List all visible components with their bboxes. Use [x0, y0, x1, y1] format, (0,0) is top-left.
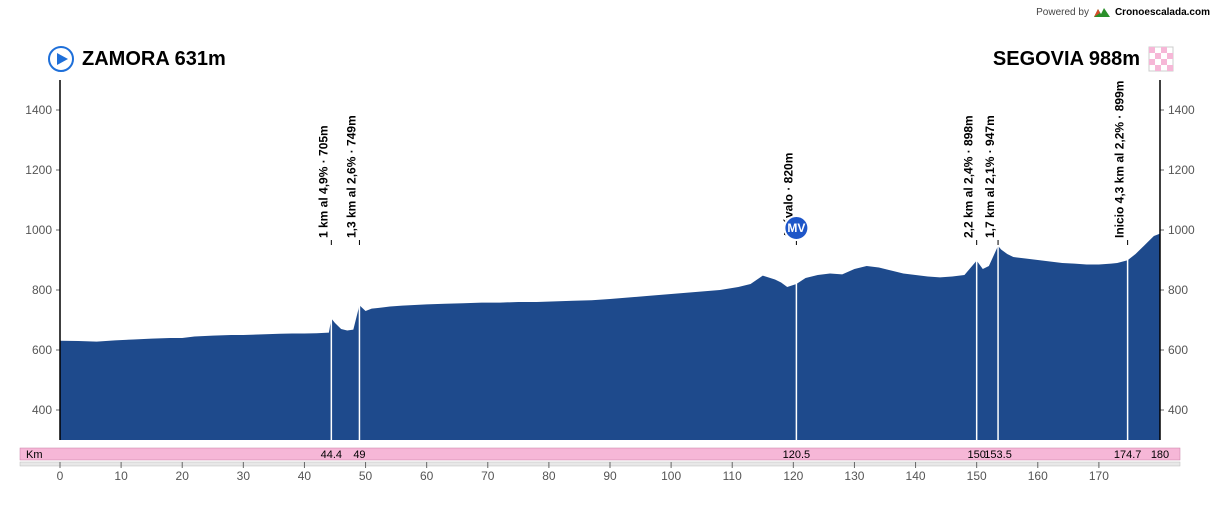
x-tick-label: 0: [57, 469, 64, 483]
svg-text:1000: 1000: [1168, 223, 1195, 237]
x-tick-label: 30: [237, 469, 251, 483]
marker-label: 1,3 km al 2,6% · 749m: [344, 115, 358, 238]
elevation-profile-root: Powered by Cronoescalada.com ZAMORA 631m…: [0, 0, 1222, 512]
x-tick-label: 60: [420, 469, 434, 483]
x-tick-label: 120: [783, 469, 803, 483]
x-tick-label: 130: [844, 469, 864, 483]
km-bar-marker-label: 153.5: [984, 449, 1012, 461]
km-bar-marker-label: 49: [353, 449, 365, 461]
km-bar-label: Km: [26, 449, 43, 461]
svg-text:600: 600: [1168, 343, 1188, 357]
svg-text:600: 600: [32, 343, 52, 357]
km-bar-end-label: 180: [1151, 449, 1169, 461]
mv-badge-text: MV: [787, 221, 805, 235]
svg-text:1400: 1400: [25, 103, 52, 117]
svg-text:800: 800: [1168, 283, 1188, 297]
marker-label: Inicio 4,3 km al 2,2% · 899m: [1113, 81, 1127, 238]
x-tick-label: 150: [967, 469, 987, 483]
svg-text:400: 400: [32, 403, 52, 417]
svg-text:1200: 1200: [1168, 163, 1195, 177]
x-tick-label: 160: [1028, 469, 1048, 483]
svg-text:1000: 1000: [25, 223, 52, 237]
x-tick-label: 100: [661, 469, 681, 483]
svg-text:800: 800: [32, 283, 52, 297]
x-tick-label: 80: [542, 469, 556, 483]
km-bar-marker-label: 150: [967, 449, 985, 461]
x-tick-label: 70: [481, 469, 495, 483]
svg-text:1400: 1400: [1168, 103, 1195, 117]
x-tick-label: 140: [906, 469, 926, 483]
x-tick-label: 20: [176, 469, 190, 483]
x-tick-label: 90: [603, 469, 617, 483]
elevation-chart: 4004006006008008001000100012001200140014…: [0, 0, 1222, 512]
elevation-area: [60, 234, 1160, 440]
svg-text:400: 400: [1168, 403, 1188, 417]
km-bar-marker-label: 120.5: [783, 449, 811, 461]
marker-label: 1,7 km al 2,1% · 947m: [983, 115, 997, 238]
x-tick-label: 170: [1089, 469, 1109, 483]
km-bar-marker-label: 174.7: [1114, 449, 1142, 461]
x-tick-label: 50: [359, 469, 373, 483]
km-bar-marker-label: 44.4: [321, 449, 342, 461]
x-tick-label: 10: [114, 469, 128, 483]
x-tick-label: 110: [723, 469, 742, 483]
svg-text:1200: 1200: [25, 163, 52, 177]
x-tick-label: 40: [298, 469, 312, 483]
marker-label: 2,2 km al 2,4% · 898m: [962, 115, 976, 238]
marker-label: 1 km al 4,9% · 705m: [316, 125, 330, 238]
